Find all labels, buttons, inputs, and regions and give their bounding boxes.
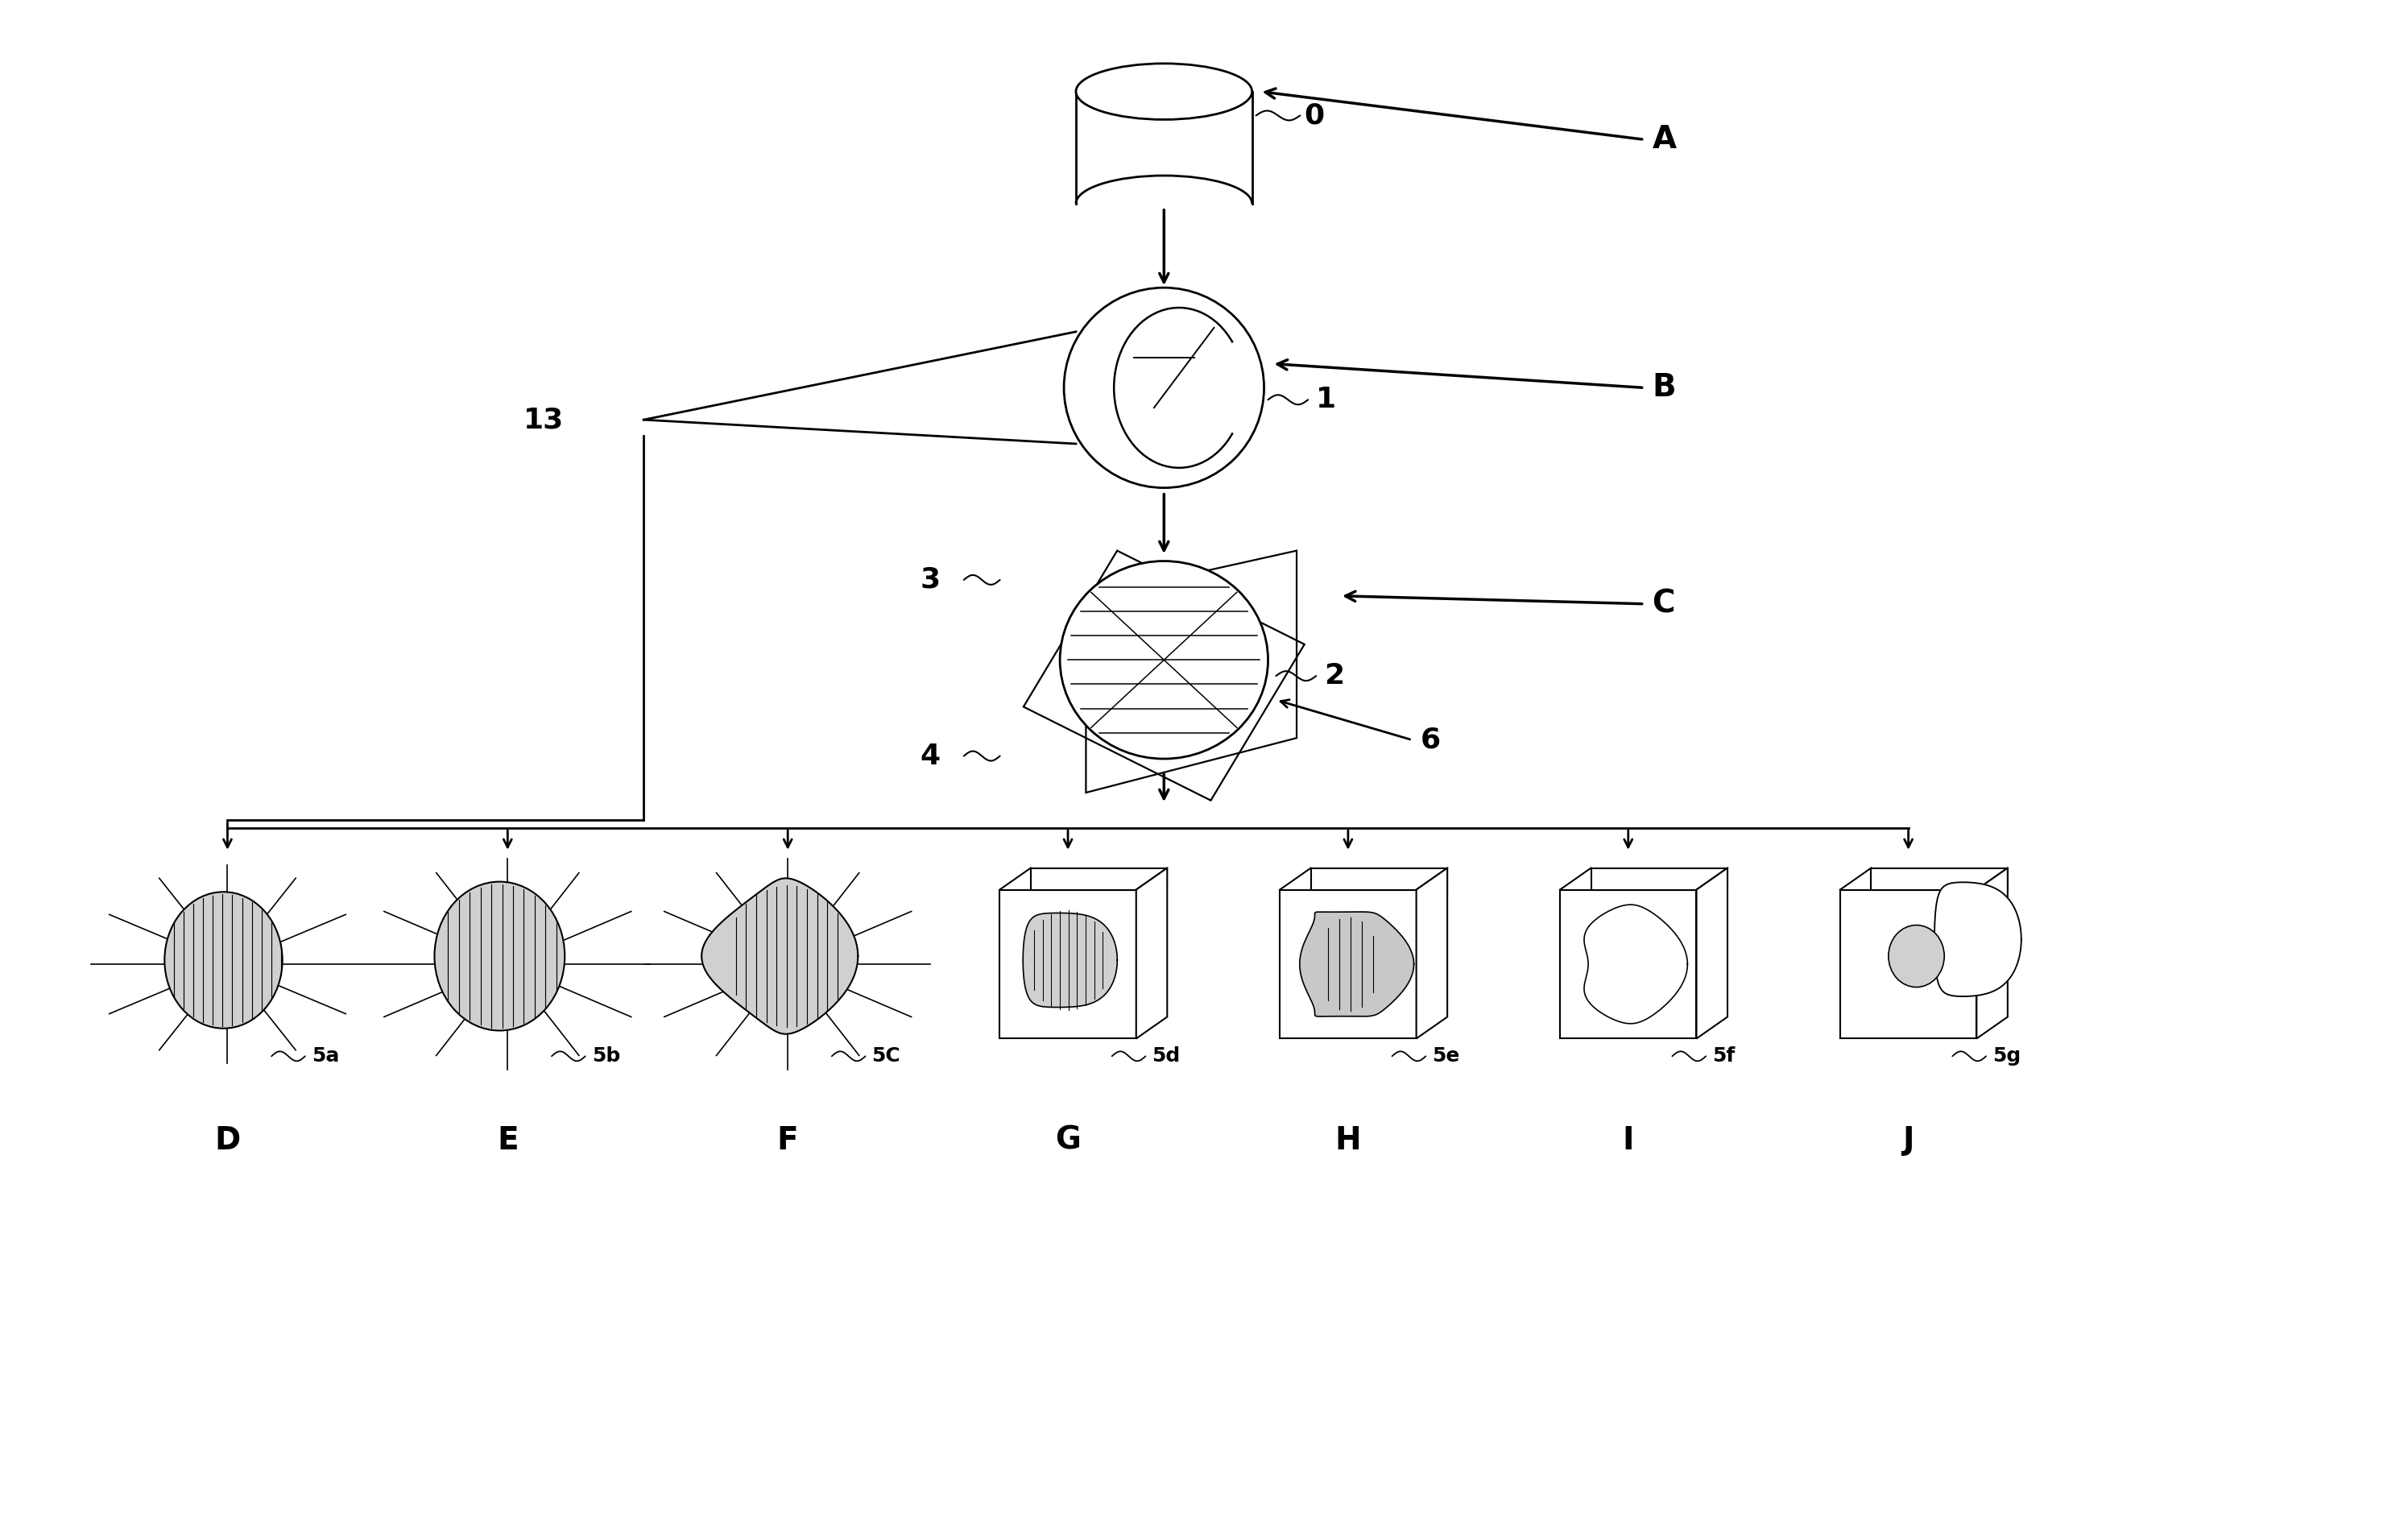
Text: 5g: 5g (1991, 1047, 2020, 1067)
Text: 13: 13 (523, 406, 563, 434)
Polygon shape (1934, 882, 2020, 996)
Text: 5a: 5a (311, 1047, 340, 1067)
Text: C: C (1652, 588, 1676, 619)
Text: H: H (1334, 1125, 1361, 1155)
Polygon shape (1977, 868, 2008, 1039)
Ellipse shape (1076, 64, 1252, 119)
Ellipse shape (1064, 287, 1264, 487)
Polygon shape (1584, 905, 1688, 1024)
Text: I: I (1623, 1125, 1635, 1155)
Text: 1: 1 (1317, 387, 1336, 414)
Text: 6: 6 (1421, 726, 1440, 753)
Polygon shape (701, 879, 857, 1034)
Polygon shape (1031, 868, 1168, 889)
Text: A: A (1652, 124, 1676, 154)
Text: B: B (1652, 373, 1676, 403)
Polygon shape (1310, 868, 1447, 889)
Text: 5e: 5e (1433, 1047, 1459, 1067)
Text: 5d: 5d (1151, 1047, 1180, 1067)
Ellipse shape (1888, 924, 1943, 987)
Polygon shape (1137, 868, 1168, 1039)
Text: J: J (1902, 1125, 1914, 1155)
Polygon shape (1698, 868, 1727, 1039)
Polygon shape (1592, 868, 1727, 889)
Text: D: D (214, 1125, 241, 1155)
Text: 2: 2 (1324, 662, 1344, 689)
Text: F: F (778, 1125, 799, 1155)
Polygon shape (1416, 868, 1447, 1039)
Text: 5b: 5b (592, 1047, 619, 1067)
Ellipse shape (164, 892, 282, 1028)
Text: G: G (1055, 1125, 1081, 1155)
Text: 4: 4 (920, 743, 939, 770)
Text: E: E (496, 1125, 518, 1155)
Ellipse shape (433, 882, 566, 1030)
Text: 0: 0 (1305, 102, 1324, 130)
Ellipse shape (1060, 561, 1269, 759)
Polygon shape (1023, 914, 1117, 1007)
Polygon shape (1300, 912, 1413, 1016)
Text: 5C: 5C (872, 1047, 901, 1067)
Text: 5f: 5f (1712, 1047, 1736, 1067)
Text: 3: 3 (920, 567, 939, 593)
Polygon shape (1871, 868, 2008, 889)
